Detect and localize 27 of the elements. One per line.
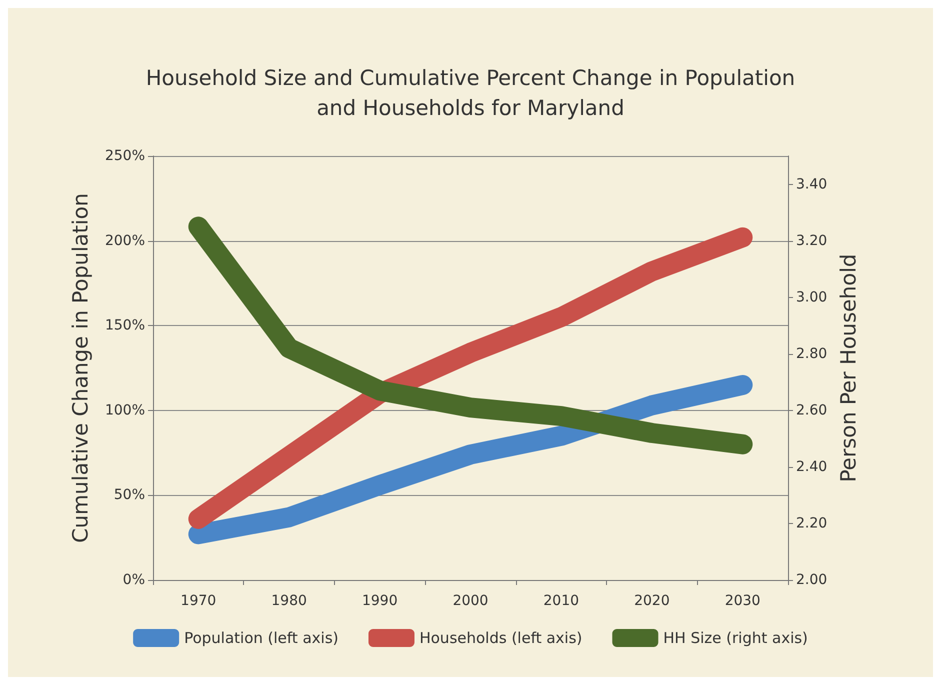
x-tick-label: 1970 (180, 593, 216, 609)
y-tick-label: 100% (104, 402, 145, 418)
x-tick-label: 1980 (271, 593, 307, 609)
y2-tick-label: 2.80 (796, 346, 828, 362)
y-tick-label: 50% (114, 487, 145, 504)
y-tick-label: 0% (122, 572, 145, 588)
y2-tick-label: 2.20 (796, 515, 828, 532)
legend-label: Population (left axis) (184, 629, 338, 647)
x-tick-label: 1990 (362, 593, 398, 609)
y2-tick-label: 2.40 (796, 458, 828, 475)
y2-tick-label: 3.20 (796, 232, 828, 249)
legend-label: HH Size (right axis) (663, 629, 808, 647)
y2-tick-label: 2.60 (796, 402, 828, 418)
x-tick-label: 2010 (543, 593, 580, 609)
x-tick-label: 2000 (452, 593, 488, 609)
y2-tick-label: 2.00 (796, 572, 828, 588)
chart-title: Household Size and Cumulative Percent Change in Population and Households for Maryland (146, 66, 796, 120)
y2-tick-label: 3.40 (796, 176, 828, 192)
x-tick-label: 2030 (724, 593, 760, 609)
y-tick-label: 150% (104, 318, 145, 334)
legend-label: Households (left axis) (419, 629, 582, 647)
y-axis-title: Cumulative Change in Population (68, 193, 92, 543)
y2-tick-label: 3.00 (796, 289, 828, 306)
y2-axis-title: Person Per Household (836, 254, 861, 482)
y-tick-label: 250% (104, 148, 145, 164)
x-tick-label: 2020 (634, 593, 670, 609)
y-tick-label: 200% (104, 232, 145, 249)
